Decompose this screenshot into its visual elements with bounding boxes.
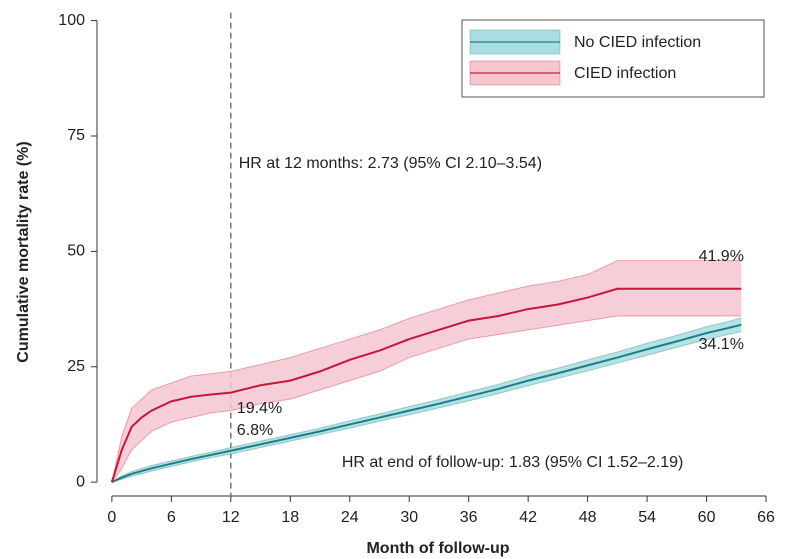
annotation: HR at 12 months: 2.73 (95% CI 2.10–3.54)	[239, 155, 542, 172]
y-tick-label: 75	[67, 127, 85, 144]
confidence-band	[111, 260, 742, 483]
x-tick-label: 18	[281, 509, 299, 526]
legend-label: CIED infection	[574, 65, 676, 82]
x-tick-label: 24	[341, 509, 359, 526]
x-tick-label: 48	[579, 509, 597, 526]
band-lower	[111, 315, 742, 483]
x-tick-label: 60	[698, 509, 716, 526]
y-tick-label: 50	[67, 243, 85, 260]
data-label: 34.1%	[699, 336, 744, 353]
y-tick-label: 25	[67, 358, 85, 375]
x-tick-label: 12	[222, 509, 240, 526]
band-lower	[111, 331, 742, 483]
band-upper	[111, 317, 742, 483]
x-tick-label: 0	[107, 509, 116, 526]
legend-label: No CIED infection	[574, 34, 701, 51]
y-axis-title: Cumulative mortality rate (%)	[15, 141, 32, 362]
y-tick-label: 0	[76, 473, 85, 490]
x-axis-title: Month of follow-up	[366, 540, 509, 557]
x-tick-label: 54	[638, 509, 656, 526]
series-line	[111, 323, 742, 484]
x-tick-label: 36	[460, 509, 478, 526]
data-label: 41.9%	[699, 248, 744, 265]
band-upper	[111, 260, 742, 483]
x-tick-label: 42	[519, 509, 537, 526]
legend: No CIED infection CIED infection	[461, 19, 765, 98]
series-line	[110, 287, 742, 483]
data-label: 19.4%	[237, 400, 282, 417]
data-label: 6.8%	[237, 422, 273, 439]
y-tick-label: 100	[58, 12, 85, 29]
x-tick-label: 6	[167, 509, 176, 526]
x-tick-label: 30	[400, 509, 418, 526]
x-tick-label: 66	[757, 509, 775, 526]
confidence-band	[111, 317, 742, 483]
annotation: HR at end of follow-up: 1.83 (95% CI 1.5…	[342, 454, 684, 471]
